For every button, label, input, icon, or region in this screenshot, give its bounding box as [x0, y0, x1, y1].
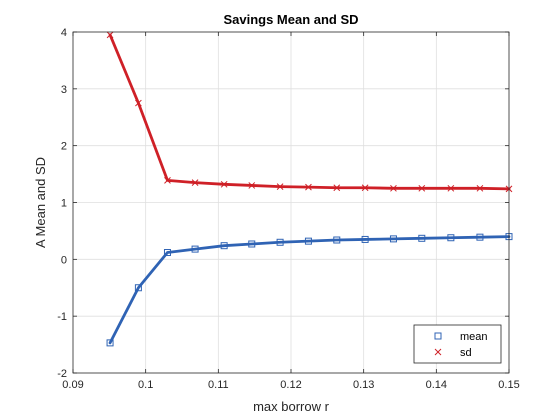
x-tick-label: 0.15	[498, 379, 519, 391]
data-point-mean	[389, 235, 397, 243]
data-point-sd	[248, 182, 256, 189]
legend-sd-marker	[434, 348, 442, 356]
data-point-mean	[191, 245, 199, 253]
y-tick-label: 0	[61, 254, 67, 266]
data-point-mean	[333, 236, 341, 244]
x-tick-label: 0.14	[426, 379, 447, 391]
y-tick-label: 2	[61, 141, 67, 153]
data-point-mean	[220, 242, 228, 250]
legend-sd-label: sd	[460, 347, 472, 359]
data-point-sd	[361, 184, 369, 192]
data-point-sd-stroke	[135, 99, 142, 107]
data-point-mean	[447, 234, 455, 242]
data-point-sd	[106, 31, 114, 39]
legend-mean-label: mean	[460, 331, 488, 343]
data-point-sd-stroke	[447, 184, 455, 192]
data-point-sd	[447, 184, 455, 192]
data-point-sd-stroke	[390, 184, 397, 192]
legend-box	[413, 324, 502, 364]
x-tick-label: 0.12	[280, 379, 301, 391]
y-tick-label: -2	[57, 368, 67, 380]
data-point-sd-stroke	[164, 176, 171, 184]
data-point-sd	[390, 184, 397, 192]
data-point-sd	[333, 184, 341, 192]
data-point-sd	[418, 184, 426, 192]
x-tick-labels: 0.09 0.1 0.11 0.12 0.13 0.14 0.15	[62, 379, 519, 391]
data-point-sd	[164, 176, 171, 184]
data-point-sd-stroke	[305, 183, 312, 191]
legend-mean-symbol	[434, 332, 442, 340]
data-point-sd-stroke	[248, 182, 256, 189]
data-point-sd-stroke	[276, 183, 284, 190]
data-point-mean	[134, 284, 142, 292]
data-point-sd	[476, 184, 484, 192]
data-point-sd-stroke	[418, 184, 426, 192]
data-point-sd-stroke	[106, 31, 114, 39]
grid-lines	[73, 32, 509, 373]
data-point-sd	[305, 183, 312, 191]
data-point-sd	[191, 179, 199, 186]
data-point-mean	[418, 234, 426, 242]
data-point-sd-stroke	[333, 184, 341, 192]
data-point-sd	[276, 183, 284, 190]
data-point-sd-stroke	[220, 180, 228, 188]
data-point-sd-stroke	[361, 184, 369, 192]
chart-title: Savings Mean and SD	[223, 12, 358, 27]
tick-marks	[72, 31, 510, 374]
data-point-mean	[304, 237, 312, 245]
x-tick-label: 0.09	[62, 379, 83, 391]
legend-mean-marker	[434, 332, 442, 340]
y-tick-labels: -2 -1 0 1 2 3 4	[57, 27, 67, 380]
series-line-mean	[108, 235, 511, 345]
data-point-mean	[248, 240, 256, 248]
legend: mean sd	[413, 324, 502, 364]
y-tick-label: 3	[61, 84, 67, 96]
data-point-mean	[276, 238, 284, 246]
data-point-sd-stroke	[191, 179, 199, 186]
x-axis-label: max borrow r	[253, 399, 330, 414]
y-tick-label: -1	[57, 311, 67, 323]
x-tick-label: 0.1	[138, 379, 153, 391]
data-point-sd-stroke	[476, 184, 484, 192]
y-tick-label: 1	[61, 198, 67, 210]
y-tick-label: 4	[61, 27, 67, 39]
data-point-sd	[220, 180, 228, 188]
y-axis-label: A Mean and SD	[33, 157, 48, 248]
series-layer	[106, 31, 513, 347]
data-point-mean	[476, 233, 484, 241]
data-point-mean	[106, 339, 114, 347]
legend-sd-symbol	[434, 348, 442, 356]
data-point-mean	[163, 249, 171, 257]
data-point-sd	[135, 99, 142, 107]
legend-sd-symbol-stroke	[434, 348, 442, 356]
data-point-mean	[361, 235, 369, 243]
x-tick-label: 0.11	[208, 379, 229, 391]
x-tick-label: 0.13	[353, 379, 374, 391]
